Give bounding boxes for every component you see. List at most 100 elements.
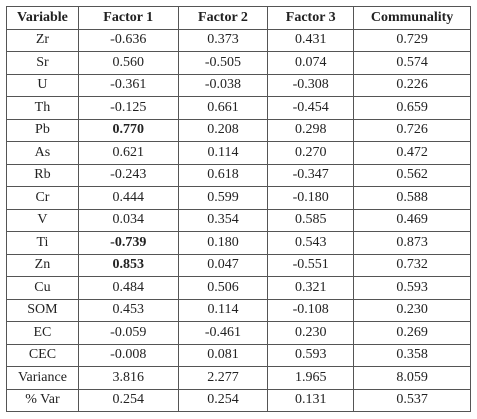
value-cell: -0.454 — [267, 96, 355, 120]
value-cell: 0.770 — [77, 118, 179, 142]
table-row: Rb -0.243 0.618 -0.347 0.562 — [6, 163, 471, 187]
table-row: As 0.621 0.114 0.270 0.472 — [6, 141, 471, 165]
value-cell: -0.361 — [77, 73, 179, 97]
row-label: Ti — [6, 231, 79, 255]
table-row: Th -0.125 0.661 -0.454 0.659 — [6, 96, 471, 120]
table-row: Ti -0.739 0.180 0.543 0.873 — [6, 231, 471, 255]
value-cell: 0.560 — [77, 51, 179, 75]
value-cell: 0.453 — [77, 298, 179, 322]
value-cell: 0.469 — [353, 208, 471, 232]
value-cell: 0.114 — [177, 298, 269, 322]
value-cell: 0.472 — [353, 141, 471, 165]
value-cell: 0.269 — [353, 321, 471, 345]
value-cell: 0.588 — [353, 186, 471, 210]
value-cell: 2.277 — [177, 366, 269, 390]
value-cell: -0.038 — [177, 73, 269, 97]
value-cell: 0.208 — [177, 118, 269, 142]
value-cell: 0.853 — [77, 253, 179, 277]
table-row: Zr -0.636 0.373 0.431 0.729 — [6, 28, 471, 52]
row-label: % Var — [6, 388, 79, 412]
value-cell: -0.108 — [267, 298, 355, 322]
row-label: SOM — [6, 298, 79, 322]
table-row: Cu 0.484 0.506 0.321 0.593 — [6, 276, 471, 300]
row-label: Th — [6, 96, 79, 120]
factor-table: Variable Factor 1 Factor 2 Factor 3 Communal… — [6, 6, 471, 412]
table-row: Zn 0.853 0.047 -0.551 0.732 — [6, 253, 471, 277]
value-cell: 0.131 — [267, 388, 355, 412]
value-cell: 0.373 — [177, 28, 269, 52]
value-cell: -0.125 — [77, 96, 179, 120]
header-cell: Communality — [353, 6, 471, 30]
table-row: Sr 0.560 -0.505 0.074 0.574 — [6, 51, 471, 75]
value-cell: 0.726 — [353, 118, 471, 142]
value-cell: -0.059 — [77, 321, 179, 345]
value-cell: 0.254 — [77, 388, 179, 412]
value-cell: 0.599 — [177, 186, 269, 210]
value-cell: 0.574 — [353, 51, 471, 75]
value-cell: -0.505 — [177, 51, 269, 75]
value-cell: -0.461 — [177, 321, 269, 345]
row-label: Sr — [6, 51, 79, 75]
value-cell: 0.593 — [267, 343, 355, 367]
value-cell: 1.965 — [267, 366, 355, 390]
value-cell: 0.270 — [267, 141, 355, 165]
value-cell: -0.739 — [77, 231, 179, 255]
value-cell: 0.506 — [177, 276, 269, 300]
value-cell: 0.081 — [177, 343, 269, 367]
header-cell: Factor 2 — [177, 6, 269, 30]
value-cell: 0.230 — [267, 321, 355, 345]
table-row: % Var 0.254 0.254 0.131 0.537 — [6, 388, 471, 412]
value-cell: 0.585 — [267, 208, 355, 232]
value-cell: 0.659 — [353, 96, 471, 120]
row-label: EC — [6, 321, 79, 345]
value-cell: 0.321 — [267, 276, 355, 300]
value-cell: 8.059 — [353, 366, 471, 390]
row-label: Zr — [6, 28, 79, 52]
header-cell: Variable — [6, 6, 79, 30]
value-cell: 0.593 — [353, 276, 471, 300]
row-label: V — [6, 208, 79, 232]
value-cell: 0.444 — [77, 186, 179, 210]
value-cell: 0.543 — [267, 231, 355, 255]
row-label: Zn — [6, 253, 79, 277]
value-cell: 0.298 — [267, 118, 355, 142]
table-head: Variable Factor 1 Factor 2 Factor 3 Communal… — [6, 6, 471, 30]
table-row: V 0.034 0.354 0.585 0.469 — [6, 208, 471, 232]
value-cell: -0.308 — [267, 73, 355, 97]
value-cell: 0.661 — [177, 96, 269, 120]
row-label: CEC — [6, 343, 79, 367]
value-cell: 0.114 — [177, 141, 269, 165]
value-cell: -0.636 — [77, 28, 179, 52]
row-label: Cu — [6, 276, 79, 300]
table-row: Variance 3.816 2.277 1.965 8.059 — [6, 366, 471, 390]
row-label: Cr — [6, 186, 79, 210]
value-cell: 0.180 — [177, 231, 269, 255]
value-cell: 0.618 — [177, 163, 269, 187]
table-body: Zr -0.636 0.373 0.431 0.729 Sr 0.560 -0.505 0.07… — [6, 28, 471, 412]
value-cell: 0.354 — [177, 208, 269, 232]
value-cell: 0.358 — [353, 343, 471, 367]
value-cell: 0.537 — [353, 388, 471, 412]
value-cell: 0.047 — [177, 253, 269, 277]
table-row: SOM 0.453 0.114 -0.108 0.230 — [6, 298, 471, 322]
value-cell: -0.243 — [77, 163, 179, 187]
value-cell: 0.074 — [267, 51, 355, 75]
value-cell: -0.180 — [267, 186, 355, 210]
table-row: CEC -0.008 0.081 0.593 0.358 — [6, 343, 471, 367]
header-cell: Factor 1 — [77, 6, 179, 30]
value-cell: 0.484 — [77, 276, 179, 300]
value-cell: 3.816 — [77, 366, 179, 390]
value-cell: 0.034 — [77, 208, 179, 232]
row-label: U — [6, 73, 79, 97]
value-cell: 0.562 — [353, 163, 471, 187]
header-row: Variable Factor 1 Factor 2 Factor 3 Communal… — [6, 6, 471, 30]
value-cell: 0.621 — [77, 141, 179, 165]
table-row: Cr 0.444 0.599 -0.180 0.588 — [6, 186, 471, 210]
value-cell: 0.729 — [353, 28, 471, 52]
value-cell: -0.347 — [267, 163, 355, 187]
value-cell: 0.226 — [353, 73, 471, 97]
value-cell: 0.254 — [177, 388, 269, 412]
value-cell: 0.230 — [353, 298, 471, 322]
row-label: Variance — [6, 366, 79, 390]
